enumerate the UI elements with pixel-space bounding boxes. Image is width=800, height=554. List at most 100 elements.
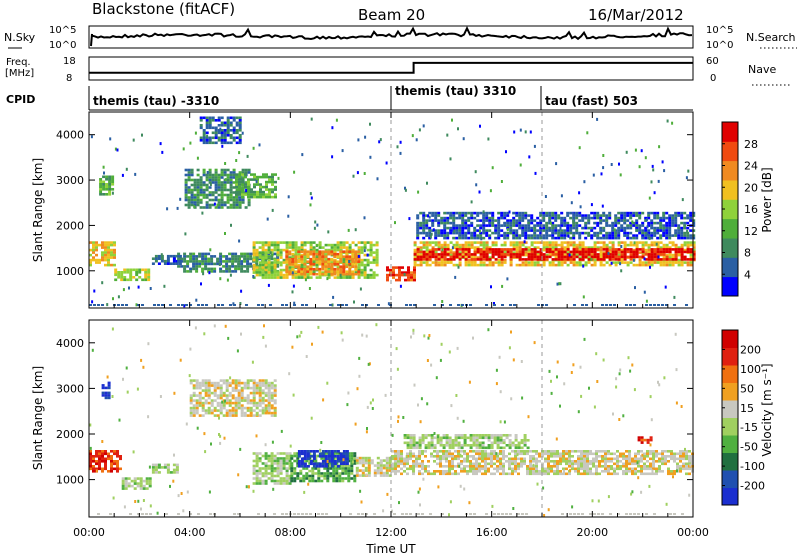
velocity-cell <box>475 450 478 453</box>
power-cell <box>482 248 486 252</box>
power-cell <box>339 246 343 249</box>
power-cell <box>431 246 435 249</box>
power-cell <box>563 250 567 254</box>
power-cell <box>683 261 687 264</box>
power-cell <box>659 229 663 232</box>
power-cell <box>485 229 489 232</box>
power-cell <box>189 252 193 256</box>
velocity-cell <box>478 465 481 468</box>
power-cell <box>187 196 191 199</box>
power-cell <box>239 257 241 261</box>
power-cell <box>157 257 161 260</box>
power-cell <box>207 260 211 263</box>
power-cell <box>351 270 355 273</box>
power-cell <box>449 226 453 230</box>
power-cell <box>431 250 435 254</box>
velocity-cell <box>332 469 336 473</box>
velocity-cell <box>189 379 193 382</box>
velocity-cell <box>385 461 389 465</box>
power-cell <box>297 246 301 249</box>
power-cell <box>306 260 310 263</box>
velocity-cell <box>350 464 354 468</box>
power-cell <box>650 221 654 225</box>
power-cell <box>605 224 609 227</box>
velocity-cell <box>406 460 409 463</box>
power-cell <box>285 248 289 252</box>
power-cell <box>578 250 582 254</box>
power-cell <box>303 258 307 262</box>
power-cell <box>482 250 486 254</box>
power-cell <box>190 183 194 187</box>
velocity-cell <box>264 464 268 468</box>
power-cell <box>303 250 307 253</box>
power-cell <box>386 276 389 279</box>
velocity-cell <box>451 460 454 463</box>
power-cell <box>685 304 688 306</box>
velocity-cell <box>335 464 339 468</box>
velocity-cell <box>270 381 274 385</box>
power-cell <box>184 178 188 182</box>
power-cell <box>557 243 561 247</box>
power-cell <box>476 256 480 259</box>
power-cell <box>443 248 447 251</box>
power-cell <box>309 267 313 271</box>
power-colorbar-tick-label: 16 <box>744 203 758 216</box>
power-cell <box>583 180 586 184</box>
velocity-cell <box>198 381 202 385</box>
power-cell <box>572 243 576 247</box>
power-cell <box>590 226 594 230</box>
power-cell <box>330 265 334 268</box>
power-cell <box>521 226 525 230</box>
power-cell <box>135 278 139 282</box>
power-cell <box>330 272 334 276</box>
velocity-cell <box>409 457 412 461</box>
velocity-cell <box>475 452 478 456</box>
power-cell <box>533 258 537 261</box>
velocity-cell <box>418 462 421 466</box>
power-cell <box>333 276 337 279</box>
power-cell <box>464 234 468 237</box>
power-cell <box>268 188 271 191</box>
power-cell <box>551 246 555 249</box>
power-cell <box>548 243 552 247</box>
power-cell <box>440 231 444 235</box>
power-cell <box>351 252 355 256</box>
power-cell <box>451 118 453 122</box>
power-cell <box>587 231 591 235</box>
velocity-cell <box>336 455 340 458</box>
velocity-cell <box>240 409 244 412</box>
power-cell <box>238 175 241 179</box>
power-cell <box>632 258 635 262</box>
power-cell <box>276 248 280 252</box>
power-cell <box>455 253 459 256</box>
velocity-cell <box>353 457 357 460</box>
power-cell <box>560 216 564 220</box>
velocity-cell <box>237 381 241 385</box>
power-cell <box>443 221 447 225</box>
power-cell <box>527 263 531 267</box>
power-cell <box>551 263 555 267</box>
power-cell <box>107 241 110 244</box>
power-cell <box>566 258 570 261</box>
power-cell <box>689 216 693 220</box>
power-cell <box>258 257 262 261</box>
power-cell <box>214 173 218 177</box>
power-cell <box>458 258 462 261</box>
velocity-cell <box>311 467 315 470</box>
velocity-cell <box>264 452 268 455</box>
power-cell <box>250 188 253 191</box>
power-cell <box>102 185 106 189</box>
power-cell <box>166 207 169 211</box>
power-cell <box>605 248 609 251</box>
velocity-cell <box>282 467 286 470</box>
power-cell <box>303 256 307 259</box>
power-cell <box>309 241 313 244</box>
power-cell <box>297 260 301 263</box>
power-cell <box>276 255 280 258</box>
velocity-cell <box>370 459 374 462</box>
velocity-cell <box>237 389 241 392</box>
power-cell <box>422 224 426 227</box>
velocity-band <box>252 452 292 485</box>
power-cell <box>584 263 588 267</box>
power-cell <box>297 265 301 268</box>
